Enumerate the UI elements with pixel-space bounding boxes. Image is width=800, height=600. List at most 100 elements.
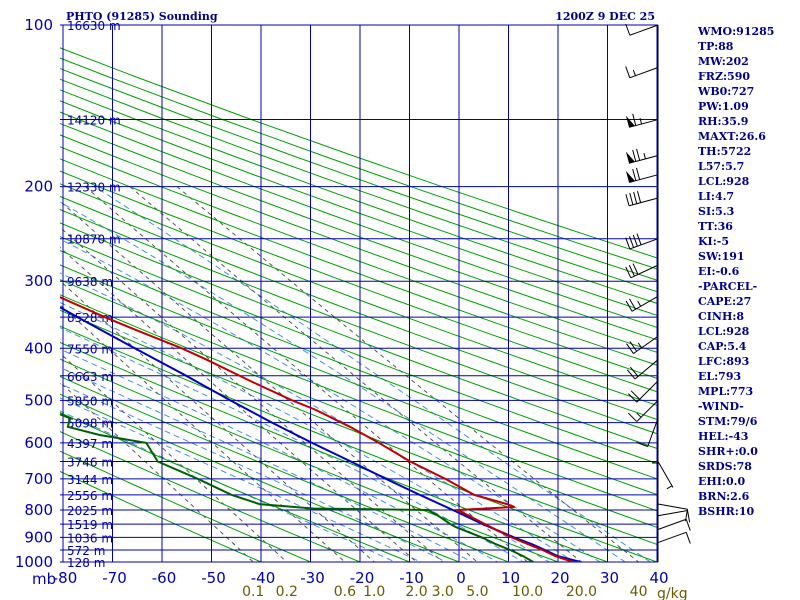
sounding-index: LCL:928 (698, 325, 750, 338)
wind-barb-flag (626, 369, 636, 380)
wind-barb-flag (637, 190, 642, 203)
pressure-tick: 600 (24, 434, 53, 452)
pressure-tick-labels: 100 200 300 400 500 600 700 800 900 1000 (15, 16, 53, 571)
height-label: 572 m (67, 544, 105, 558)
dry-adiabat-line (60, 183, 658, 407)
sounding-index: CAPE:27 (698, 295, 751, 308)
height-label: 2556 m (67, 489, 113, 503)
wind-barb (657, 510, 691, 523)
height-label: 16630 m (67, 19, 121, 33)
wind-barb-pennant (625, 151, 635, 164)
wind-barb-staff (657, 531, 687, 544)
wind-barb-half-flag (643, 152, 646, 160)
dry-adiabat-line (60, 309, 658, 546)
mixing-ratio-line (176, 186, 640, 562)
wind-barb (657, 503, 689, 522)
dry-adiabat-line (60, 47, 658, 259)
dry-adiabat-line (60, 134, 658, 354)
sounding-series (60, 296, 584, 562)
wind-barb-flag (632, 234, 638, 247)
sounding-index: MW:202 (698, 55, 749, 68)
mixing-ratio-tick: 20.0 (566, 584, 597, 600)
wind-barb-flag (629, 366, 639, 377)
moist-adiabat-line (60, 348, 499, 562)
wind-barb (657, 461, 674, 490)
sounding-index: SRDS:78 (698, 460, 752, 473)
sounding-index: MAXT:26.6 (698, 130, 766, 143)
sounding-index: FRZ:590 (698, 70, 750, 83)
pressure-tick: 200 (24, 178, 53, 196)
pressure-tick: 400 (24, 339, 53, 357)
sounding-indices: WMO:91285 TP:88 MW:202 FRZ:590 WB0:727 PW:1.0… (697, 25, 774, 518)
wind-barb-flag (632, 113, 637, 126)
mixing-ratio-tick: 3.0 (432, 584, 454, 600)
height-label: 5098 m (67, 417, 113, 431)
height-label: 4397 m (67, 437, 113, 451)
sounding-index: L57:5.7 (698, 160, 744, 173)
wind-barb-flag (625, 237, 631, 250)
height-label: 3144 m (67, 473, 113, 487)
pressure-tick: 100 (24, 16, 53, 34)
temperature-tick: 0 (456, 569, 466, 587)
dry-adiabat-line (60, 170, 658, 393)
temperature-tick-labels: -80 -70 -60 -50 -40 -30 -20 -10 0 10 20 30 40 (53, 569, 669, 587)
height-label: 2025 m (67, 504, 113, 518)
temperature-tick: -20 (350, 569, 375, 587)
pressure-tick: 1000 (15, 553, 53, 571)
wind-barb (625, 66, 659, 79)
wind-barb (627, 399, 659, 422)
wind-barb-staff (657, 461, 674, 488)
sounding-index: LCL:928 (698, 175, 750, 188)
wind-barb-staff (657, 503, 688, 510)
sounding-index: BSHR:10 (698, 505, 754, 518)
temperature-tick: -40 (251, 569, 276, 587)
wind-barb-flag (685, 519, 691, 531)
mixing-ratio-line (60, 381, 254, 562)
mixing-ratio-tick: 10.0 (512, 584, 543, 600)
dry-adiabat-line (60, 146, 658, 367)
wind-barb-flag (628, 265, 635, 277)
dry-adiabat-line (60, 470, 263, 562)
temperature-tick: -50 (201, 569, 226, 587)
temperature-tick: 30 (600, 569, 619, 587)
dry-adiabat-line (60, 209, 658, 435)
dry-adiabat-line (60, 375, 510, 562)
wind-barb-flag (687, 510, 691, 523)
sounding-index: EHI:0.0 (698, 475, 745, 488)
temperature-tick: -60 (152, 569, 177, 587)
dry-adiabat-line (60, 222, 658, 450)
sounding-index: CINH:8 (698, 310, 744, 323)
wind-barb-staff (647, 418, 659, 447)
pressure-tick: 300 (24, 272, 53, 290)
sounding-index: HEL:-43 (698, 430, 748, 443)
wind-barb (625, 148, 659, 164)
height-label: 1036 m (67, 531, 113, 545)
dry-adiabat-line (60, 341, 609, 562)
sounding-index: RH:35.9 (698, 115, 748, 128)
moist-adiabat-line (60, 201, 627, 562)
dry-adiabat-line (60, 279, 658, 512)
sounding-index: LFC:893 (698, 355, 749, 368)
dry-adiabat-line (60, 67, 658, 282)
dry-adiabat-line (60, 236, 658, 465)
wind-barb-flag (633, 192, 638, 204)
wind-barb-staff (636, 380, 659, 403)
wind-barb-half-flag (636, 412, 642, 418)
pressure-tick: 500 (24, 391, 53, 409)
wind-barb-flag (627, 393, 638, 403)
wind-barb-flag (629, 341, 638, 352)
wind-barb-flag (636, 167, 641, 180)
wind-barb (626, 335, 659, 354)
isobars (60, 24, 658, 563)
sounding-index: LI:4.7 (698, 190, 734, 203)
wind-barb-flag (625, 300, 633, 312)
temperature-tick: 20 (550, 569, 569, 587)
height-label: 10870 m (67, 233, 121, 247)
parcel-trace-line (60, 306, 584, 562)
sounding-index: -WIND- (698, 400, 744, 413)
dry-adiabat-line (60, 158, 658, 380)
wind-barb (657, 518, 691, 531)
wind-barb-staff (631, 295, 659, 312)
wind-barb-staff (636, 399, 659, 422)
